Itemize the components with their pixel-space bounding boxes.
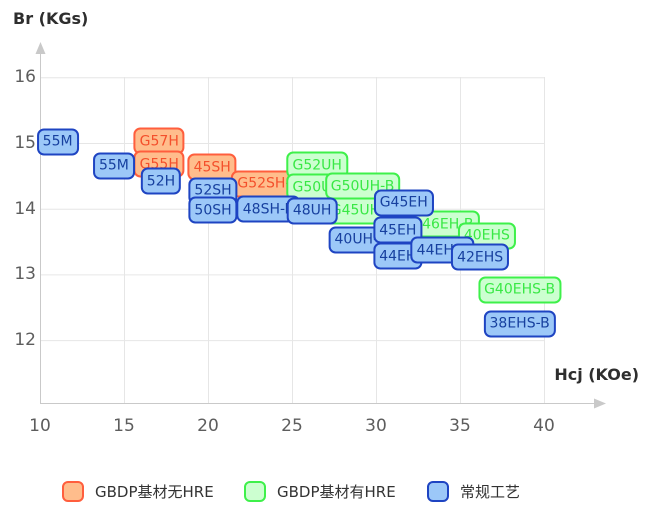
grade-label: 55M	[42, 133, 73, 150]
grade-label: 38EHS-B	[489, 315, 550, 332]
legend-label: GBDP基材无HRE	[95, 483, 214, 501]
grade-label: 52H	[146, 173, 176, 190]
grade-label: G52SH-B	[237, 175, 300, 192]
grade-label: 45SH	[193, 159, 231, 176]
grade-label: 45EH	[379, 222, 417, 239]
x-tick-label: 10	[29, 416, 51, 436]
legend-swatch-icon	[427, 481, 449, 502]
grade-box: 52H	[140, 167, 182, 195]
x-tick-label: 35	[449, 416, 471, 436]
grade-box: 42EHS	[451, 243, 510, 271]
grade-label: 52SH	[194, 182, 232, 199]
grade-label: G40EHS-B	[484, 281, 556, 298]
grade-label: 40EHS	[463, 227, 510, 244]
y-tick-label: 14	[14, 198, 36, 219]
legend-item-gbdp-with-hre[interactable]: GBDP基材有HRE	[244, 481, 396, 502]
legend-swatch-icon	[244, 481, 266, 502]
legend-label: 常规工艺	[460, 483, 521, 501]
x-axis-title: Hcj (KOe)	[554, 365, 639, 384]
grade-box: 50SH	[188, 196, 238, 224]
grade-label: 42EHS	[457, 249, 504, 266]
x-tick-label: 15	[113, 416, 135, 436]
legend-item-conventional[interactable]: 常规工艺	[427, 481, 520, 502]
grade-box: G45EH	[373, 189, 434, 217]
legend-label: GBDP基材有HRE	[277, 483, 396, 501]
y-tick-label: 16	[14, 67, 36, 88]
grade-box: G40EHS-B	[478, 276, 562, 303]
y-axis-arrow-icon	[35, 42, 46, 54]
grade-label: 48SH-B	[242, 201, 295, 218]
grade-label: 50SH	[194, 202, 232, 218]
grade-box: 38EHS-B	[483, 310, 556, 338]
legend-swatch-icon	[62, 481, 84, 502]
x-tick-label: 20	[197, 416, 219, 436]
x-tick-label: 25	[281, 416, 303, 436]
grade-label: 55M	[98, 157, 129, 174]
x-tick-label: 30	[365, 416, 387, 436]
grade-box: 55M	[92, 152, 135, 180]
y-tick-label: 12	[14, 330, 36, 351]
y-tick-label: 15	[14, 133, 36, 153]
grade-label: G52UH	[292, 157, 342, 174]
grade-box: 45EH	[373, 216, 423, 244]
x-tick-label: 40	[533, 416, 555, 436]
grade-label: 48UH	[292, 202, 332, 219]
y-tick-label: 13	[14, 264, 36, 285]
legend-item-gbdp-no-hre[interactable]: GBDP基材无HRE	[62, 481, 214, 502]
y-axis-title: Br (KGs)	[13, 9, 89, 28]
grade-box: 48UH	[286, 197, 338, 225]
grade-box: G57H	[133, 127, 185, 155]
grade-label: 44EH	[379, 248, 417, 264]
grade-label: G45EH	[379, 194, 428, 211]
grade-label: G57H	[139, 133, 179, 150]
grade-box: 55M	[36, 128, 79, 156]
x-axis-arrow-icon	[594, 398, 606, 409]
